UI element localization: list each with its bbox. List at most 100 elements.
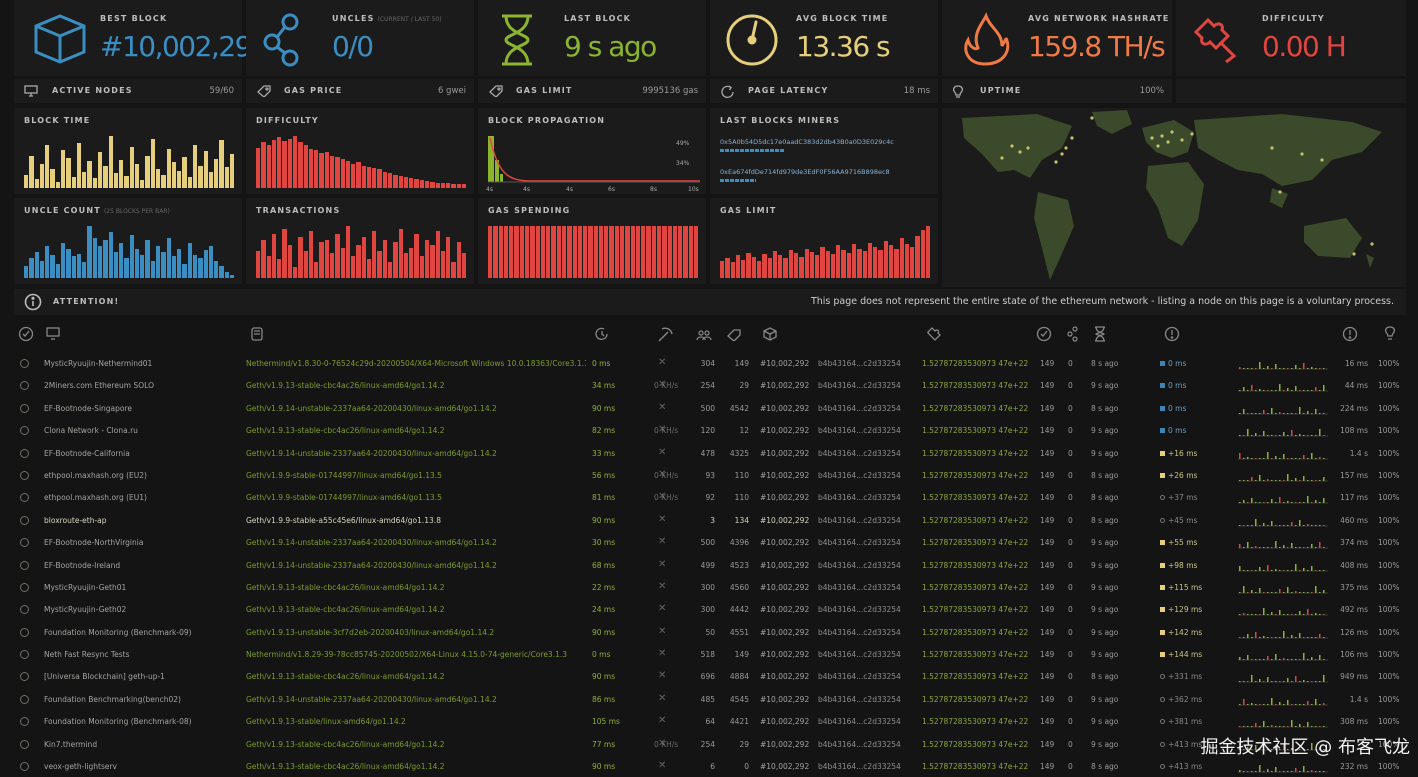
table-row[interactable]: Foundation Benchmarking(bench02) Geth/v1… <box>0 688 1418 710</box>
table-row[interactable]: MysticRyuujin-Nethermind01 Nethermind/v1… <box>0 352 1418 374</box>
sort-check-icon[interactable] <box>18 326 34 346</box>
uncles-column-icon[interactable] <box>1066 326 1080 346</box>
pin-node-toggle[interactable] <box>20 515 29 525</box>
table-row[interactable]: MysticRyuujin-Geth02 Geth/v1.9.13-stable… <box>0 598 1418 620</box>
pin-node-toggle[interactable] <box>20 650 29 660</box>
pending-column-icon[interactable] <box>726 326 742 345</box>
table-row[interactable]: Neth Fast Resync Tests Nethermind/v1.8.2… <box>0 643 1418 665</box>
chart-title: UNCLE COUNT (25 BLOCKS PER BAR) <box>24 206 170 215</box>
node-propagation: 0 ms <box>1160 381 1186 390</box>
node-pending: 4551 <box>729 627 749 637</box>
table-row[interactable]: Foundation Monitoring (Benchmark-09) Get… <box>0 621 1418 643</box>
pin-node-toggle[interactable] <box>20 762 29 772</box>
node-name[interactable]: bloxroute-eth-ap <box>44 515 107 525</box>
chart-bar <box>366 258 372 278</box>
pin-node-toggle[interactable] <box>20 694 29 704</box>
chart-bar <box>182 156 187 188</box>
propagation-column-icon[interactable] <box>1164 326 1180 346</box>
node-client: Geth/v1.9.9-stable-01744997/linux-amd64/… <box>246 493 442 503</box>
pin-node-toggle[interactable] <box>20 672 29 682</box>
chart-bar <box>561 226 567 278</box>
node-last-block: 9 s ago <box>1091 627 1119 637</box>
node-name[interactable]: [Universa Blockchain] geth-up-1 <box>44 672 165 682</box>
table-row[interactable]: Clona Network - Clona.ru Geth/v1.9.13-st… <box>0 419 1418 441</box>
pin-node-toggle[interactable] <box>20 470 29 480</box>
node-name[interactable]: MysticRyuujin-Nethermind01 <box>44 359 153 368</box>
pin-node-toggle[interactable] <box>20 493 29 503</box>
node-name[interactable]: MysticRyuujin-Geth02 <box>44 605 127 615</box>
chart-bar <box>641 226 646 278</box>
pin-node-toggle[interactable] <box>20 582 29 592</box>
avg-propagation-column-icon[interactable] <box>1342 326 1358 346</box>
pin-node-toggle[interactable] <box>20 359 29 368</box>
chart-bar <box>287 245 292 278</box>
table-row[interactable]: EF-Bootnode-Singapore Geth/v1.9.14-unsta… <box>0 397 1418 419</box>
latency-column-icon[interactable] <box>594 326 610 346</box>
pin-node-toggle[interactable] <box>20 381 29 391</box>
node-propagation: +413 ms <box>1160 740 1202 749</box>
chart-bar <box>493 226 498 278</box>
pin-node-toggle[interactable] <box>20 717 29 727</box>
pin-node-toggle[interactable] <box>20 560 29 570</box>
node-name[interactable]: EF-Bootnode-Singapore <box>44 403 133 413</box>
pin-node-toggle[interactable] <box>20 448 29 458</box>
pin-node-toggle[interactable] <box>20 605 29 615</box>
pin-node-toggle[interactable] <box>20 627 29 637</box>
table-row[interactable]: ethpool.maxhash.org (EU2) Geth/v1.9.9-st… <box>0 464 1418 486</box>
chart-bar <box>451 183 456 188</box>
chart-bar <box>551 226 556 278</box>
node-name[interactable]: Clona Network - Clona.ru <box>44 426 138 436</box>
chart-bar <box>76 142 82 188</box>
uptime-column-icon[interactable] <box>1384 326 1396 346</box>
table-row[interactable]: EF-Bootnode-Ireland Geth/v1.9.14-unstabl… <box>0 554 1418 576</box>
propagation-marker <box>1160 472 1165 478</box>
chart-bar <box>435 231 440 278</box>
propagated-column-icon[interactable] <box>1036 326 1052 346</box>
stat-uncles: UNCLES (CURRENT / LAST 50) 0/0 <box>246 0 474 76</box>
block-column-icon[interactable] <box>762 326 778 346</box>
miner-bar <box>720 179 756 182</box>
pin-node-toggle[interactable] <box>20 739 29 749</box>
table-row[interactable]: 2Miners.com Ethereum SOLO Geth/v1.9.13-s… <box>0 374 1418 396</box>
table-row[interactable]: ethpool.maxhash.org (EU1) Geth/v1.9.9-st… <box>0 486 1418 508</box>
table-row[interactable]: veox-geth-lightserv Geth/v1.9.13-stable-… <box>0 755 1418 777</box>
node-name[interactable]: MysticRyuujin-Geth01 <box>44 582 127 592</box>
pin-node-toggle[interactable] <box>20 403 29 413</box>
chart-bar <box>577 226 583 278</box>
chart-bar <box>730 262 735 278</box>
node-name[interactable]: ethpool.maxhash.org (EU2) <box>44 470 147 480</box>
table-row[interactable]: bloxroute-eth-ap Geth/v1.9.9-stable-a55c… <box>0 509 1418 531</box>
node-pending: 149 <box>734 359 749 368</box>
node-name[interactable]: Foundation Benchmarking(bench02) <box>44 694 181 704</box>
peers-column-icon[interactable] <box>696 326 712 345</box>
node-name[interactable]: veox-geth-lightserv <box>44 762 117 772</box>
chart-bar <box>572 226 577 278</box>
mining-column-icon[interactable] <box>656 326 674 346</box>
node-name-column-icon[interactable] <box>46 326 62 345</box>
table-row[interactable]: Foundation Monitoring (Benchmark-08) Get… <box>0 710 1418 732</box>
pin-node-toggle[interactable] <box>20 538 29 548</box>
table-row[interactable]: [Universa Blockchain] geth-up-1 Geth/v1.… <box>0 665 1418 687</box>
node-name[interactable]: ethpool.maxhash.org (EU1) <box>44 493 147 503</box>
table-row[interactable]: EF-Bootnode-NorthVirginia Geth/v1.9.14-u… <box>0 531 1418 553</box>
difficulty-column-icon[interactable] <box>926 326 942 346</box>
node-name[interactable]: Neth Fast Resync Tests <box>44 650 130 660</box>
table-row[interactable]: EF-Bootnode-California Geth/v1.9.14-unst… <box>0 442 1418 464</box>
node-name[interactable]: EF-Bootnode-Ireland <box>44 560 121 570</box>
node-name[interactable]: Foundation Monitoring (Benchmark-08) <box>44 717 192 727</box>
node-name[interactable]: Kin7.thermind <box>44 739 98 749</box>
table-row[interactable]: MysticRyuujin-Geth01 Geth/v1.9.13-stable… <box>0 576 1418 598</box>
last-block-column-icon[interactable] <box>1094 326 1106 346</box>
node-world-map[interactable] <box>942 108 1406 287</box>
gauge-icon <box>726 14 778 66</box>
table-row[interactable]: Kin7.thermind Geth/v1.9.13-stable-cbc4ac… <box>0 733 1418 755</box>
node-name[interactable]: Foundation Monitoring (Benchmark-09) <box>44 627 192 637</box>
chart-bar <box>292 136 298 188</box>
node-block-hash: b4b43164...c2d33254 <box>818 582 901 592</box>
mini-label: GAS LIMIT <box>516 86 573 95</box>
node-name[interactable]: EF-Bootnode-NorthVirginia <box>44 538 144 548</box>
client-column-icon[interactable] <box>250 326 264 345</box>
pin-node-toggle[interactable] <box>20 426 29 436</box>
node-name[interactable]: 2Miners.com Ethereum SOLO <box>44 381 154 391</box>
node-name[interactable]: EF-Bootnode-California <box>44 448 130 458</box>
